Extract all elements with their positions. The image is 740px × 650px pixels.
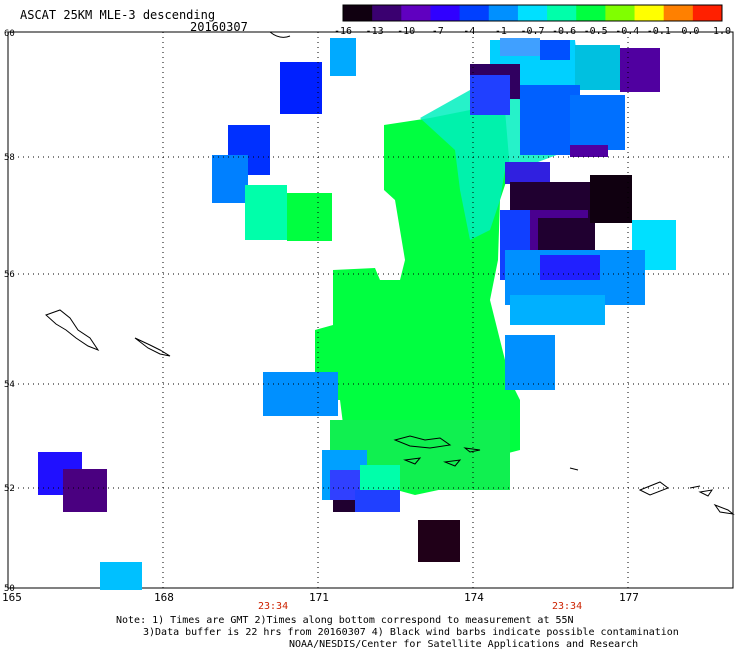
lat-label: 50 (4, 584, 15, 594)
colorbar-swatch (547, 5, 577, 21)
data-cell (470, 75, 510, 115)
colorbar-swatch (605, 5, 636, 21)
footnote-line-1: Note: 1) Times are GMT 2)Times along bot… (116, 615, 574, 626)
colorbar-swatch (663, 5, 694, 21)
data-region (570, 95, 625, 150)
lon-label: 171 (309, 591, 329, 604)
coastlines (45, 31, 735, 515)
data-cell (575, 45, 620, 90)
map-frame (7, 31, 734, 589)
data-region (510, 295, 605, 325)
colorbar-swatch (488, 5, 519, 21)
map-title: ASCAT 25KM MLE-3 descending (20, 8, 216, 22)
colorbar-swatch (401, 5, 431, 21)
lon-axis-labels: 165 168 171 174 177 (2, 591, 639, 604)
gridlines (8, 32, 733, 588)
data-cell (63, 469, 107, 512)
colorbar-swatch (430, 5, 461, 21)
colorbar-swatch (517, 5, 548, 21)
colorbar-swatch (459, 5, 490, 21)
scatterometer-swath (38, 38, 676, 590)
lat-axis-labels: 60 58 56 54 52 50 (4, 29, 15, 594)
data-cell (500, 38, 540, 56)
lon-label: 165 (2, 591, 22, 604)
data-cell (287, 193, 332, 241)
time-labels: 23:34 23:34 (258, 601, 582, 612)
data-region (505, 335, 555, 390)
time-label: 23:34 (258, 601, 288, 612)
data-cell (570, 145, 608, 157)
lat-label: 52 (4, 484, 15, 494)
data-cell (620, 48, 660, 92)
lon-label: 177 (619, 591, 639, 604)
lon-label: 174 (464, 591, 484, 604)
map-date: 20160307 (190, 20, 248, 34)
lat-label: 54 (4, 380, 15, 390)
colorbar-swatch (692, 5, 723, 21)
data-cell (418, 520, 460, 562)
data-region (263, 372, 338, 416)
data-cell (330, 38, 356, 76)
time-label: 23:34 (552, 601, 582, 612)
data-cell (333, 500, 355, 512)
lat-label: 58 (4, 153, 15, 163)
data-cell (212, 155, 248, 203)
lat-label: 56 (4, 270, 15, 280)
data-cell (355, 490, 400, 512)
colorbar-swatch (343, 5, 373, 21)
data-cell (540, 40, 570, 60)
lat-label: 60 (4, 29, 15, 39)
data-cell (245, 185, 287, 240)
colorbar-swatch (372, 5, 402, 21)
footnote-line-3: NOAA/NESDIS/Center for Satellite Applica… (289, 639, 639, 650)
data-cell (505, 162, 550, 184)
colorbar-swatch (634, 5, 665, 21)
colorbar (342, 4, 723, 22)
data-cell (590, 175, 632, 223)
data-cell (100, 562, 142, 590)
colorbar-frame (342, 4, 723, 22)
footnote-line-2: 3)Data buffer is 22 hrs from 20160307 4)… (143, 627, 679, 638)
data-region (540, 255, 600, 280)
data-cell (280, 62, 322, 114)
lon-label: 168 (154, 591, 174, 604)
colorbar-swatch (576, 5, 606, 21)
